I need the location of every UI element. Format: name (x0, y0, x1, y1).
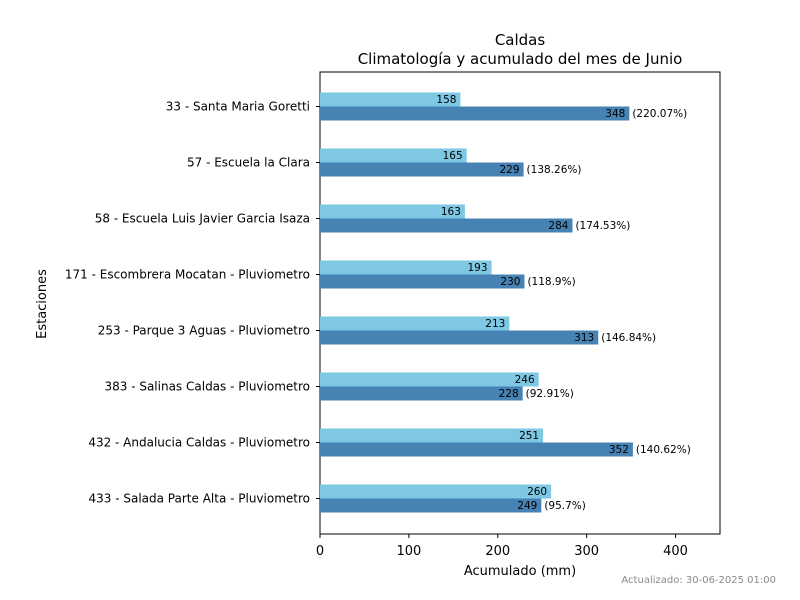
bar-value-label: 284 (548, 220, 568, 232)
bar-value-label: 228 (499, 388, 519, 400)
bar-value-label: 158 (436, 94, 456, 106)
bar-climatologia (320, 204, 465, 219)
y-axis-label: Estaciones (35, 269, 50, 339)
x-tick-label: 200 (485, 544, 510, 559)
y-tick-label: 433 - Salada Parte Alta - Pluviometro (89, 492, 311, 506)
bar-value-label: 165 (443, 150, 463, 162)
bar-value-label: 251 (519, 430, 539, 442)
y-tick-label: 253 - Parque 3 Aguas - Pluviometro (98, 324, 310, 338)
y-tick-label: 171 - Escombrera Mocatan - Pluviometro (65, 268, 310, 282)
plot-area: 0 100 200 300 400 33 - Santa Maria Goretti 158… (65, 71, 721, 559)
bar-value-label: 246 (515, 374, 535, 386)
bar-percent-label: (146.84%) (601, 332, 656, 344)
bar-acumulado (320, 330, 599, 345)
bar-acumulado (320, 498, 542, 513)
bar-percent-label: (174.53%) (575, 220, 630, 232)
bar-climatologia (320, 148, 467, 163)
bar-value-label: 229 (500, 164, 520, 176)
y-tick-label: 57 - Escuela la Clara (187, 156, 310, 170)
plot-frame (319, 71, 721, 535)
bar-acumulado (320, 442, 633, 457)
y-tick-label: 33 - Santa Maria Goretti (166, 100, 310, 114)
x-tick-label: 400 (663, 544, 688, 559)
x-tick-label: 100 (396, 544, 421, 559)
chart-subtitle: Climatología y acumulado del mes de Juni… (358, 50, 683, 68)
y-tick-label: 58 - Escuela Luis Javier Garcia Isaza (95, 212, 310, 226)
updated-timestamp: Actualizado: 30-06-2025 01:00 (621, 575, 776, 586)
bar-acumulado (320, 106, 630, 121)
bar-percent-label: (140.62%) (636, 444, 691, 456)
y-tick-label: 432 - Andalucia Caldas - Pluviometro (88, 436, 310, 450)
chart-title: Caldas (495, 31, 546, 49)
bar-percent-label: (92.91%) (526, 388, 574, 400)
bar-percent-label: (118.9%) (527, 276, 575, 288)
bar-value-label: 193 (468, 262, 488, 274)
bar-value-label: 313 (574, 332, 594, 344)
bar-climatologia (320, 316, 510, 331)
x-tick-label: 0 (316, 544, 324, 559)
bar-acumulado (320, 274, 525, 289)
x-tick-label: 300 (574, 544, 599, 559)
bar-acumulado (320, 386, 523, 401)
bar-value-label: 352 (609, 444, 629, 456)
bar-percent-label: (220.07%) (632, 108, 687, 120)
bar-acumulado (320, 218, 573, 233)
bar-climatologia (320, 92, 461, 107)
bar-acumulado (320, 162, 524, 177)
bar-value-label: 249 (517, 500, 537, 512)
bar-value-label: 163 (441, 206, 461, 218)
bar-value-label: 213 (485, 318, 505, 330)
bar-percent-label: (138.26%) (527, 164, 582, 176)
bar-value-label: 348 (605, 108, 625, 120)
bar-value-label: 260 (527, 486, 547, 498)
y-tick-label: 383 - Salinas Caldas - Pluviometro (104, 380, 310, 394)
bar-climatologia (320, 484, 552, 499)
bar-value-label: 230 (500, 276, 520, 288)
x-axis-label: Acumulado (mm) (464, 564, 576, 579)
bar-percent-label: (95.7%) (544, 500, 586, 512)
bar-climatologia (320, 260, 492, 275)
bar-climatologia (320, 372, 539, 387)
bar-climatologia (320, 428, 544, 443)
